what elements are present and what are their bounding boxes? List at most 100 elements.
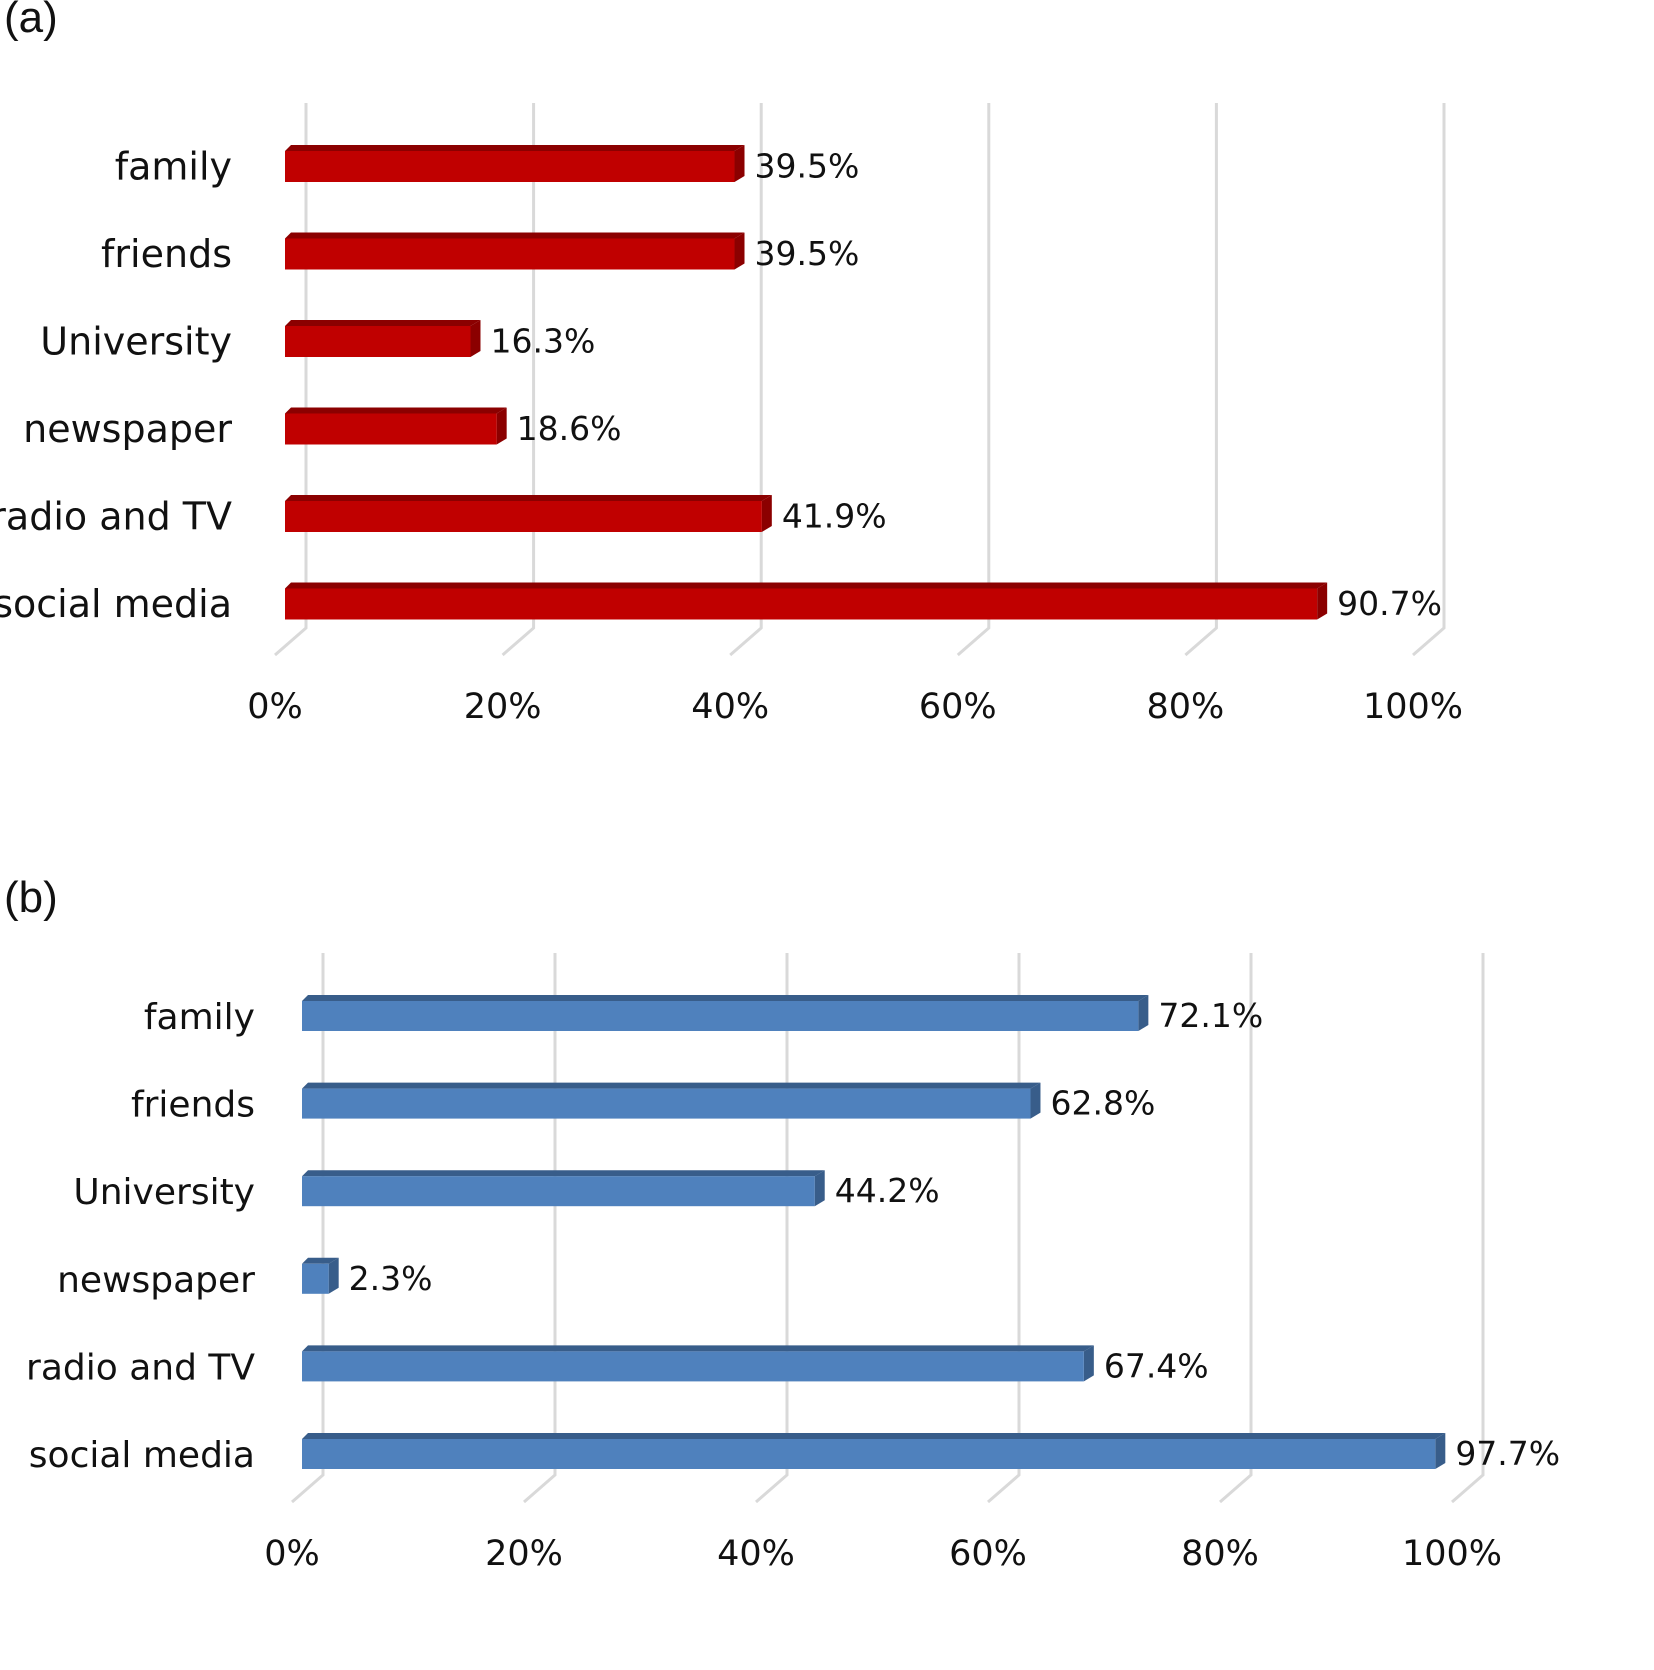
gridline <box>1451 953 1485 1504</box>
data-label: 18.6% <box>517 409 622 448</box>
bar <box>302 1263 329 1294</box>
bar-friends: 39.5% <box>285 232 860 273</box>
data-label: 39.5% <box>755 147 860 186</box>
gridline <box>291 953 325 1504</box>
gridline <box>956 103 991 657</box>
gridline <box>523 953 557 1504</box>
category-label: radio and TV <box>0 495 232 539</box>
bar-friends: 62.8% <box>302 1082 1155 1123</box>
x-tick-label: 80% <box>1181 1534 1259 1574</box>
bar <box>302 1001 1139 1031</box>
bar-top-face <box>302 1082 1041 1089</box>
x-tick-label: 40% <box>717 1534 795 1574</box>
bar-family: 72.1% <box>302 995 1263 1035</box>
category-label: social media <box>29 1435 255 1476</box>
gridline <box>755 953 789 1504</box>
bar-top-face <box>302 1345 1094 1352</box>
bar-side-face <box>1083 1345 1094 1382</box>
data-label: 16.3% <box>490 322 595 361</box>
bar-top-face <box>302 1257 339 1264</box>
x-tick-label: 40% <box>691 687 769 727</box>
bar-side-face <box>814 1170 825 1207</box>
category-label: University <box>40 320 232 364</box>
bar <box>302 1351 1084 1382</box>
bar <box>302 1176 815 1207</box>
x-tick-label: 80% <box>1147 687 1225 727</box>
chart-panel-b: (b) 0% 20% 40% 60% 80% 100% 72.1% family 62.8% fri… <box>4 873 1560 1574</box>
bar-top-face <box>285 495 772 501</box>
bar-side-face <box>1138 995 1149 1031</box>
gridline <box>1412 103 1446 657</box>
gridline <box>501 103 536 657</box>
category-label: newspaper <box>57 1260 255 1301</box>
bar-radio-and-tv: 67.4% <box>302 1345 1209 1385</box>
bar <box>285 151 735 182</box>
bar-university: 44.2% <box>302 1170 940 1210</box>
bar <box>285 501 762 532</box>
bar-top-face <box>285 232 745 239</box>
panel-label: (a) <box>4 0 58 42</box>
bar-top-face <box>285 145 745 151</box>
bar <box>285 588 1318 620</box>
x-tick-label: 60% <box>919 687 997 727</box>
x-tick-label: 20% <box>485 1534 563 1574</box>
panel-label: (b) <box>4 873 58 922</box>
data-label: 41.9% <box>782 497 887 536</box>
gridline <box>1184 103 1218 657</box>
category-label: social media <box>0 582 232 626</box>
data-label: 97.7% <box>1455 1434 1560 1473</box>
bar <box>285 326 471 357</box>
bar-side-face <box>1317 582 1328 620</box>
data-label: 67.4% <box>1104 1346 1209 1385</box>
data-label: 90.7% <box>1337 584 1442 623</box>
bar-side-face <box>734 232 745 270</box>
bar-side-face <box>1435 1433 1446 1469</box>
bar-newspaper: 18.6% <box>285 407 622 448</box>
data-label: 44.2% <box>835 1171 940 1210</box>
gridline <box>987 953 1021 1504</box>
bar-top-face <box>302 995 1149 1001</box>
data-label: 39.5% <box>755 234 860 273</box>
bar <box>302 1439 1436 1469</box>
gridline <box>274 103 308 657</box>
category-label: family <box>144 997 255 1038</box>
bar-top-face <box>285 582 1328 589</box>
data-label: 62.8% <box>1050 1084 1155 1123</box>
bar-top-face <box>285 320 481 326</box>
category-label: newspaper <box>23 407 232 451</box>
data-label: 2.3% <box>349 1259 433 1298</box>
bar-social-media: 90.7% <box>285 582 1442 623</box>
bar-side-face <box>1030 1082 1041 1119</box>
bar-side-face <box>734 145 745 182</box>
category-label: University <box>73 1172 255 1213</box>
bar-side-face <box>496 407 507 445</box>
bar <box>285 413 497 445</box>
bar-side-face <box>328 1257 339 1294</box>
bar <box>285 238 735 270</box>
gridline <box>1219 953 1253 1504</box>
chart-panel-a: (a) 0% 20% 40% 60% 80% 100% 39.5% family 39.5% fri… <box>0 0 1463 727</box>
category-label: friends <box>131 1085 255 1126</box>
bar-newspaper: 2.3% <box>302 1257 433 1298</box>
bar-radio-and-tv: 41.9% <box>285 495 887 536</box>
bar-top-face <box>285 407 507 414</box>
x-tick-label: 100% <box>1363 687 1463 727</box>
bar <box>302 1088 1031 1119</box>
bar-social-media: 97.7% <box>302 1433 1560 1473</box>
category-label: radio and TV <box>26 1347 255 1388</box>
bar-side-face <box>470 320 481 357</box>
bar-top-face <box>302 1170 825 1177</box>
x-tick-label: 60% <box>949 1534 1027 1574</box>
bar-side-face <box>761 495 772 532</box>
data-label: 72.1% <box>1158 996 1263 1035</box>
x-tick-label: 0% <box>264 1534 320 1574</box>
category-label: friends <box>101 232 232 276</box>
x-tick-label: 100% <box>1402 1534 1502 1574</box>
bar-university: 16.3% <box>285 320 595 361</box>
gridline <box>729 103 763 657</box>
x-tick-label: 20% <box>464 687 542 727</box>
bar-top-face <box>302 1433 1446 1439</box>
bar-family: 39.5% <box>285 145 859 186</box>
category-label: family <box>115 145 232 189</box>
